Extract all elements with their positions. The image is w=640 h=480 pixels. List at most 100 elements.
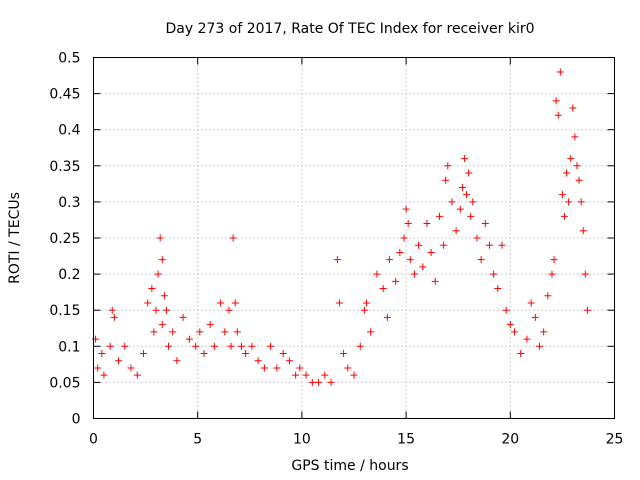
data-point	[217, 299, 225, 307]
data-point	[540, 328, 548, 336]
data-point	[360, 306, 368, 314]
chart-title: Day 273 of 2017, Rate Of TEC Index for r…	[165, 21, 534, 37]
y-tick-label: 0.4	[58, 123, 80, 139]
y-axis-tick-labels: 0 0.05 0.1 0.15 0.2 0.25 0.3 0.35 0.4 0.45 0.5	[49, 51, 80, 428]
data-point	[169, 328, 177, 336]
y-tick-label: 0	[72, 412, 81, 428]
data-point	[237, 342, 245, 350]
data-point	[267, 342, 275, 350]
data-point	[100, 371, 108, 379]
data-point	[563, 169, 571, 177]
data-point	[571, 133, 579, 141]
data-point	[481, 220, 489, 228]
data-point	[335, 299, 343, 307]
data-point	[133, 371, 141, 379]
data-point	[527, 299, 535, 307]
data-point	[221, 328, 229, 336]
data-point	[156, 234, 164, 242]
data-point	[567, 155, 575, 163]
data-point	[144, 299, 152, 307]
data-point	[179, 313, 187, 321]
data-point	[302, 371, 310, 379]
data-point	[340, 350, 348, 358]
data-points	[92, 68, 591, 386]
data-point	[152, 306, 160, 314]
data-point	[435, 212, 443, 220]
data-point	[575, 176, 583, 184]
data-point	[383, 313, 391, 321]
data-point	[200, 350, 208, 358]
data-point	[460, 155, 468, 163]
data-point	[456, 205, 464, 213]
data-point	[254, 357, 262, 365]
data-point	[127, 364, 135, 372]
data-point	[531, 313, 539, 321]
x-tick-label: 20	[501, 432, 519, 448]
data-point	[158, 321, 166, 329]
y-tick-label: 0.25	[49, 231, 80, 247]
data-point	[333, 256, 341, 264]
data-point	[396, 248, 404, 256]
data-point	[556, 68, 564, 76]
data-point	[581, 270, 589, 278]
data-point	[148, 285, 156, 293]
data-point	[577, 198, 585, 206]
data-point	[373, 270, 381, 278]
data-point	[285, 357, 293, 365]
data-point	[158, 256, 166, 264]
data-point	[431, 277, 439, 285]
data-point	[308, 378, 316, 386]
data-point	[458, 183, 466, 191]
data-point	[465, 169, 473, 177]
x-axis-label: GPS time / hours	[291, 458, 408, 474]
data-point	[260, 364, 268, 372]
y-tick-label: 0.15	[49, 303, 80, 319]
data-point	[477, 256, 485, 264]
data-point	[510, 328, 518, 336]
data-point	[427, 248, 435, 256]
data-point	[469, 198, 477, 206]
data-point	[402, 205, 410, 213]
data-point	[173, 357, 181, 365]
data-point	[154, 270, 162, 278]
data-point	[229, 234, 237, 242]
data-point	[242, 350, 250, 358]
data-point	[423, 220, 431, 228]
data-point	[554, 111, 562, 119]
x-tick-label: 25	[606, 432, 624, 448]
data-point	[321, 371, 329, 379]
data-point	[544, 292, 552, 300]
y-tick-label: 0.5	[58, 51, 80, 67]
data-point	[494, 285, 502, 293]
data-point	[560, 212, 568, 220]
data-point	[506, 321, 514, 329]
x-tick-label: 15	[397, 432, 415, 448]
data-point	[404, 220, 412, 228]
data-point	[379, 285, 387, 293]
data-point	[473, 234, 481, 242]
data-point	[94, 364, 102, 372]
data-point	[517, 350, 525, 358]
data-point	[558, 191, 566, 199]
data-point	[452, 227, 460, 235]
data-point	[162, 306, 170, 314]
data-point	[442, 176, 450, 184]
data-point	[363, 299, 371, 307]
data-point	[400, 234, 408, 242]
data-point	[315, 378, 323, 386]
data-point	[140, 350, 148, 358]
data-point	[106, 342, 114, 350]
data-point	[110, 313, 118, 321]
data-point	[535, 342, 543, 350]
data-point	[206, 321, 214, 329]
data-point	[552, 97, 560, 105]
data-point	[165, 342, 173, 350]
data-point	[185, 335, 193, 343]
data-point	[192, 342, 200, 350]
data-point	[485, 241, 493, 249]
data-point	[210, 342, 218, 350]
data-point	[410, 270, 418, 278]
data-point	[356, 342, 364, 350]
data-point	[121, 342, 129, 350]
y-tick-label: 0.1	[58, 339, 80, 355]
